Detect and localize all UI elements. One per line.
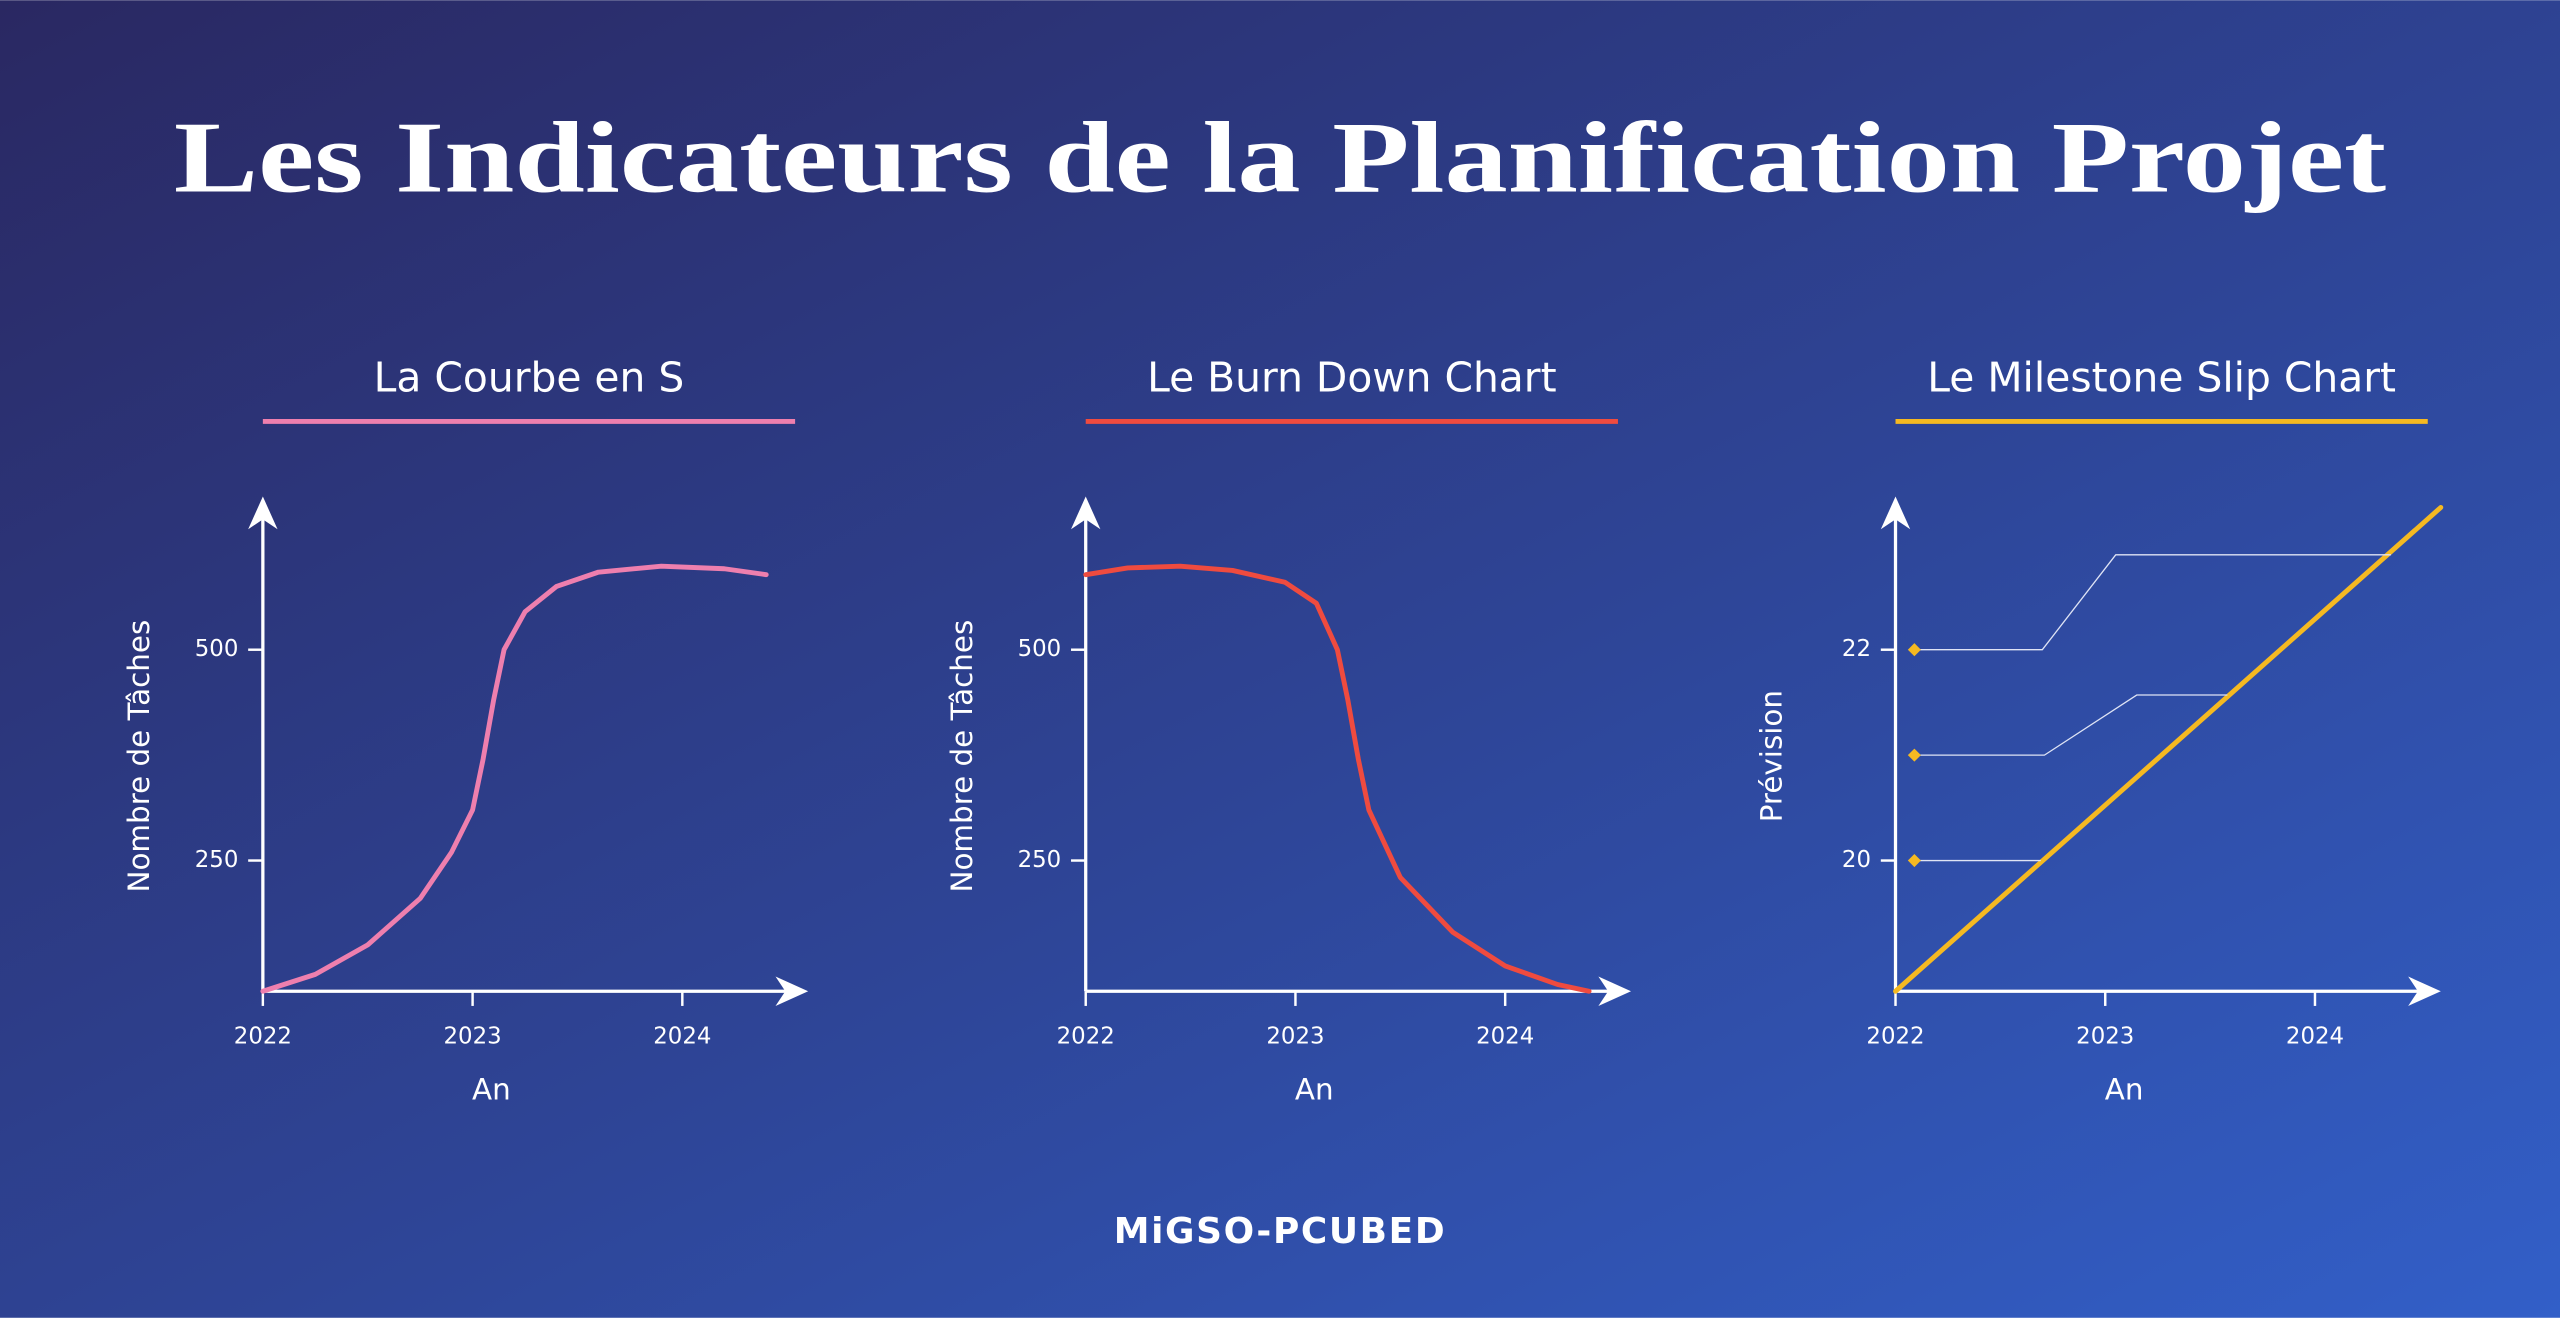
x-axis-label: An (1295, 1072, 1334, 1106)
y-tick-label: 22 (1842, 636, 1871, 662)
x-axis-arrow (775, 976, 809, 1006)
x-tick-label: 2024 (653, 1023, 711, 1049)
data-line (1913, 694, 2228, 756)
chart-title: La Courbe en S (374, 354, 685, 402)
x-tick-label: 2024 (1476, 1023, 1534, 1049)
x-tick-label: 2022 (1057, 1023, 1115, 1049)
x-tick-label: 2023 (1266, 1023, 1324, 1049)
x-tick-label: 2023 (2076, 1023, 2134, 1049)
y-axis-arrow (248, 496, 278, 530)
y-tick-label: 500 (1018, 636, 1062, 662)
y-axis-label: Nombre de Tâches (945, 620, 979, 893)
chart-title: Le Milestone Slip Chart (1927, 354, 2396, 402)
brand-logo: MiGSO-PCUBED (1114, 1211, 1447, 1252)
milestone-marker (1907, 643, 1921, 657)
x-axis-arrow (1598, 976, 1632, 1006)
y-axis-label: Nombre de Tâches (122, 620, 156, 893)
y-axis-arrow (1071, 496, 1101, 530)
y-tick-label: 500 (195, 636, 239, 662)
x-axis-label: An (2105, 1072, 2144, 1106)
milestone-marker (1907, 748, 1921, 762)
data-line (1083, 563, 1592, 994)
milestone-marker (1907, 854, 1921, 868)
chart-title: Le Burn Down Chart (1147, 354, 1556, 402)
y-tick-label: 20 (1842, 847, 1871, 873)
x-tick-label: 2023 (444, 1023, 502, 1049)
y-axis-arrow (1880, 496, 1911, 530)
y-axis-label: Prévision (1755, 690, 1789, 822)
x-tick-label: 2024 (2286, 1023, 2344, 1049)
x-axis-arrow (2408, 976, 2441, 1006)
data-line (1893, 504, 2444, 994)
data-line (260, 563, 769, 994)
main-title: Les Indicateurs de la Planification Proj… (174, 102, 2387, 214)
x-axis-label: An (472, 1072, 511, 1106)
data-line (1913, 554, 2392, 651)
x-tick-label: 2022 (234, 1023, 292, 1049)
y-tick-label: 250 (1018, 847, 1062, 873)
y-tick-label: 250 (195, 847, 239, 873)
x-tick-label: 2022 (1866, 1023, 1924, 1049)
